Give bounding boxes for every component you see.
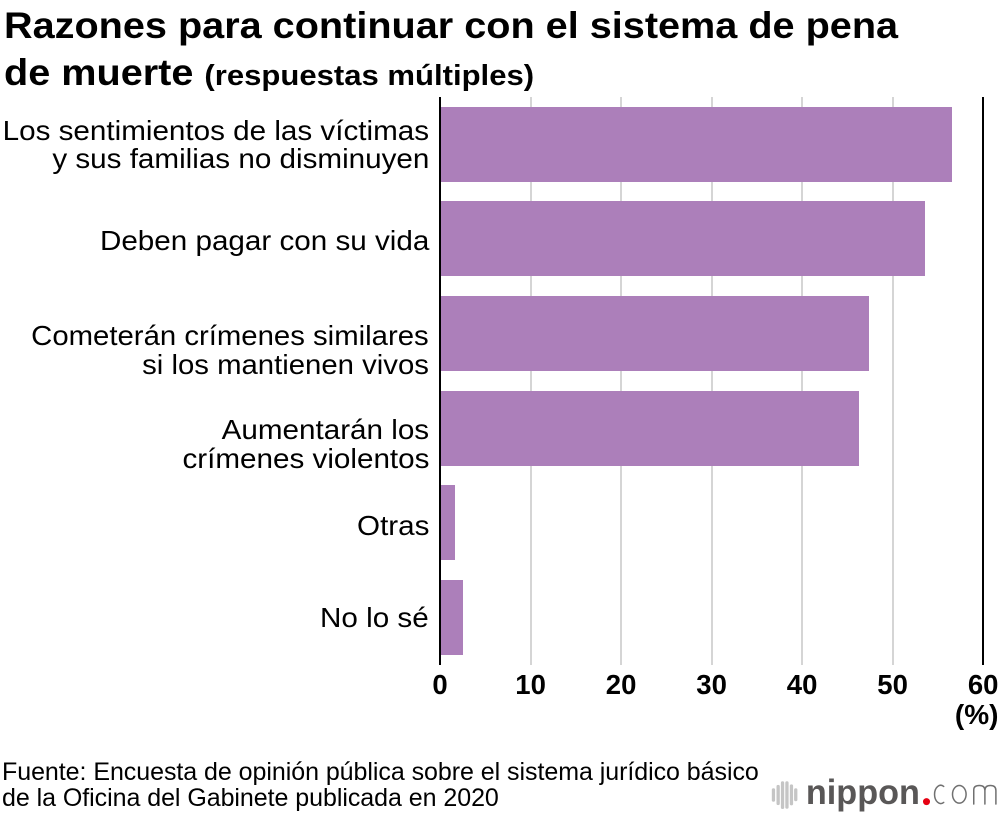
svg-text:nippon: nippon xyxy=(806,773,920,812)
